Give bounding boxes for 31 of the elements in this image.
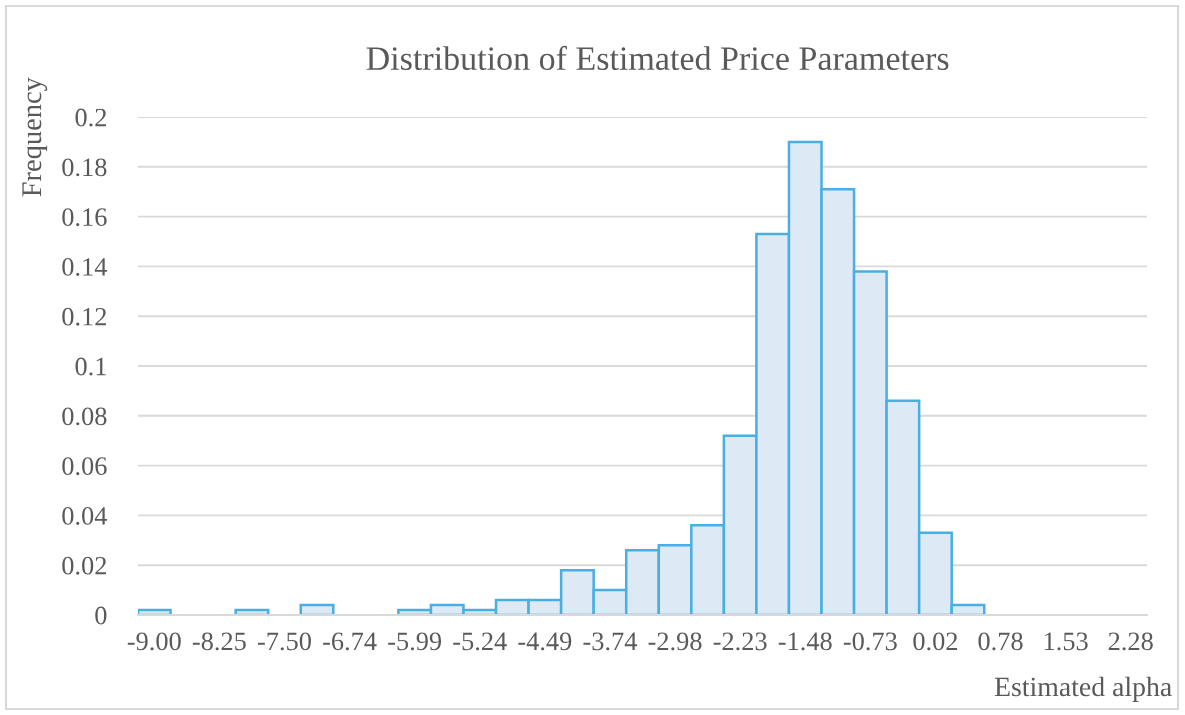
chart-title: Distribution of Estimated Price Parameters <box>366 45 949 71</box>
y-tick-label: 0.04 <box>62 507 108 525</box>
x-tick-label: 0.02 <box>913 632 958 651</box>
x-tick-label: -5.99 <box>388 632 442 651</box>
x-axis-title: Estimated alpha <box>994 676 1172 702</box>
y-tick-label: 0.1 <box>75 357 106 376</box>
y-tick-label: 0 <box>95 606 107 625</box>
y-tick-label: 0.2 <box>75 108 106 127</box>
y-axis-title: Frequency <box>22 77 48 197</box>
y-tick-label: 0.16 <box>62 208 107 227</box>
x-tick-label: -8.25 <box>192 632 246 651</box>
y-tick-label: 0.08 <box>62 407 107 426</box>
x-tick-label: -3.74 <box>583 632 638 651</box>
x-tick-label: 1.53 <box>1044 632 1088 651</box>
x-tick-label: -2.23 <box>713 632 767 651</box>
x-tick-label: -4.49 <box>518 632 572 651</box>
bar <box>299 603 335 615</box>
x-tick-label: -1.48 <box>778 632 832 651</box>
y-tick-label: 0.06 <box>62 457 107 476</box>
x-tick-label: -0.73 <box>843 632 897 651</box>
x-tick-label: 0.78 <box>978 632 1023 651</box>
x-tick-label: -9.00 <box>127 632 181 651</box>
y-tick-label: 0.14 <box>62 258 108 276</box>
x-tick-label: -2.98 <box>648 632 702 651</box>
x-tick-label: -6.74 <box>323 632 377 651</box>
x-tick-label: 2.28 <box>1108 632 1153 651</box>
y-tick-label: 0.02 <box>62 556 106 575</box>
x-tick-label: -7.50 <box>257 632 311 651</box>
y-tick-label: 0.12 <box>62 307 106 326</box>
x-tick-label: -5.24 <box>453 632 507 651</box>
y-tick-label: 0.18 <box>62 158 107 177</box>
